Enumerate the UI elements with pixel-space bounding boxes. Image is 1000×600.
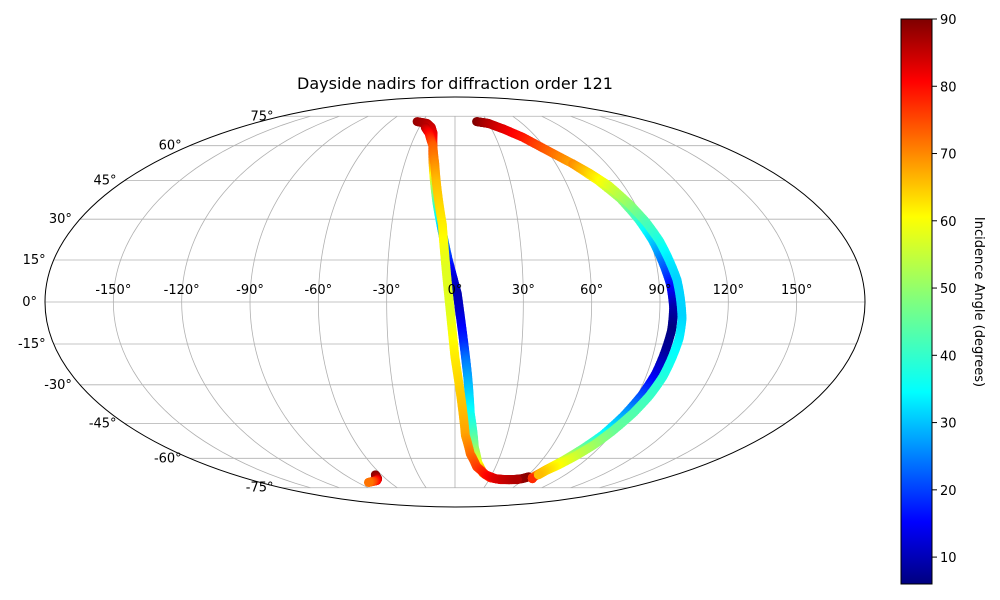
latitude-tick-label: 15°	[23, 253, 46, 268]
scatter-points	[363, 117, 687, 487]
data-point	[513, 475, 523, 485]
colorbar-ticks: 10 20 30 40 50 60 70 80 90	[932, 13, 957, 566]
chart-title: Dayside nadirs for diffraction order 121	[297, 74, 613, 93]
data-point	[363, 477, 373, 487]
latitude-tick-label: 0°	[22, 295, 37, 310]
colorbar	[900, 18, 933, 585]
longitude-tick-label: -150°	[95, 283, 131, 298]
globe-outline	[44, 96, 866, 508]
longitude-gridline	[317, 115, 398, 489]
colorbar-tick-label: 80	[940, 80, 957, 95]
longitude-gridline	[386, 116, 427, 488]
longitude-gridline	[249, 115, 369, 489]
colorbar-tick-label: 10	[940, 551, 957, 566]
longitude-tick-label: 150°	[781, 283, 812, 298]
longitude-gridline	[181, 115, 340, 489]
longitude-tick-label: -60°	[304, 283, 332, 298]
colorbar-tick-label: 90	[940, 13, 957, 28]
longitude-tick-label: 30°	[512, 283, 535, 298]
colorbar-tick-label: 20	[940, 484, 957, 499]
longitude-tick-label: 90°	[648, 283, 671, 298]
longitude-tick-label: 120°	[713, 283, 744, 298]
longitude-tick-label: -90°	[236, 283, 264, 298]
latitude-tick-label: 60°	[159, 139, 182, 154]
latitude-tick-label: -30°	[44, 378, 72, 393]
colorbar-tick-label: 30	[940, 417, 957, 432]
data-point	[533, 470, 543, 480]
longitude-gridline	[570, 115, 729, 489]
latitude-tick-label: 30°	[49, 212, 72, 227]
colorbar-tick-label: 70	[940, 148, 957, 163]
longitude-tick-label: 60°	[580, 283, 603, 298]
longitude-tick-label: -120°	[164, 283, 200, 298]
longitude-gridline	[599, 115, 798, 489]
longitude-tick-label: -30°	[373, 283, 401, 298]
latitude-tick-label: -15°	[18, 337, 46, 352]
longitude-gridline	[112, 115, 311, 489]
longitude-gridline	[483, 116, 524, 488]
latitude-tick-labels: 75° 60° 45° 30° 15° 0° -15° -30° -45° -60° -75°	[18, 109, 274, 495]
colorbar-tick-label: 60	[940, 215, 957, 230]
longitude-tick-label: 0°	[448, 283, 463, 298]
latitude-tick-label: -60°	[154, 451, 182, 466]
colorbar-label: Incidence Angle (degrees)	[971, 217, 986, 387]
colorbar-tick-label: 40	[940, 349, 957, 364]
latitude-tick-label: -45°	[89, 416, 117, 431]
latitude-tick-label: -75°	[246, 481, 274, 496]
colorbar-tick-label: 50	[940, 282, 957, 297]
longitude-gridline	[512, 115, 593, 489]
latitude-tick-label: 75°	[250, 109, 273, 124]
latitude-tick-label: 45°	[94, 174, 117, 189]
longitude-tick-labels: -150° -120° -90° -60° -30° 0° 30° 60° 90° 120° 150…	[95, 283, 812, 298]
